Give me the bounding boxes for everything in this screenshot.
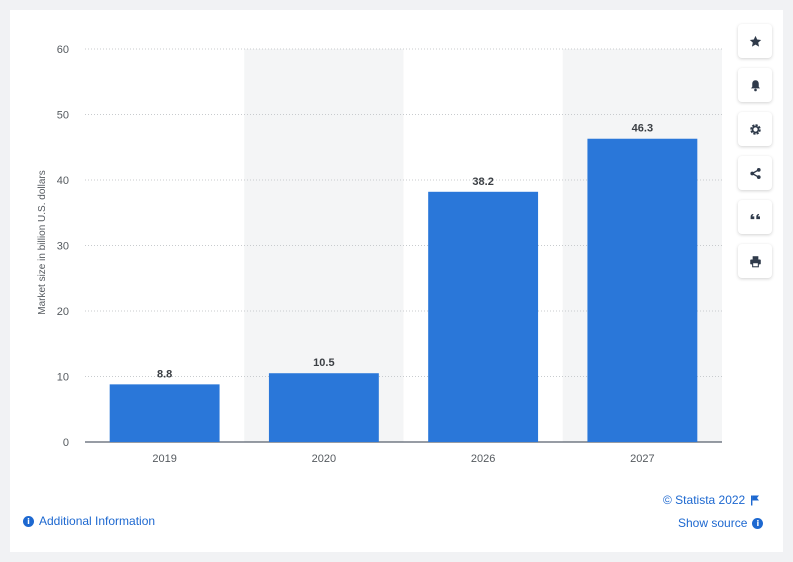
y-tick-label: 30 (57, 241, 69, 253)
settings-button[interactable] (738, 112, 772, 146)
copyright-notice[interactable]: © Statista 2022 (663, 493, 760, 507)
info-icon: i (752, 517, 764, 529)
printer-icon (749, 255, 761, 267)
y-tick-label: 60 (57, 44, 69, 56)
chart-card: 0 10 20 30 40 50 60 Market size in billion U.S.… (10, 10, 783, 552)
bar-chart: 0 10 20 30 40 50 60 Market size in billion U.S.… (37, 44, 722, 465)
y-tick-label: 0 (63, 437, 69, 449)
bar (109, 384, 220, 442)
print-button[interactable] (738, 244, 772, 278)
y-tick-label: 40 (57, 175, 69, 187)
bar (428, 191, 539, 442)
show-source-link[interactable]: Show source i (678, 516, 764, 530)
cite-button[interactable] (738, 200, 772, 234)
quote-icon (750, 213, 760, 219)
info-icon: i (23, 515, 34, 527)
additional-information-label: Additional Information (39, 514, 156, 528)
gear-icon (749, 123, 761, 135)
share-button[interactable] (738, 156, 772, 190)
bar-value-label: 38.2 (472, 176, 493, 188)
bar-value-label: 46.3 (632, 123, 653, 135)
bar (268, 373, 379, 442)
additional-information-link[interactable]: i Additional Information (23, 514, 155, 528)
show-source-label: Show source (678, 516, 748, 530)
x-tick-label: 2027 (630, 453, 654, 465)
y-axis-label: Market size in billion U.S. dollars (37, 170, 48, 315)
share-icon (749, 167, 761, 179)
y-tick-label: 20 (57, 306, 69, 318)
copyright-text: © Statista 2022 (663, 493, 746, 507)
y-tick-label: 10 (57, 372, 69, 384)
bar-value-label: 10.5 (313, 357, 334, 369)
bar (587, 138, 698, 443)
x-tick-label: 2019 (152, 453, 176, 465)
bell-icon (750, 79, 760, 91)
star-icon (749, 35, 761, 47)
x-tick-label: 2020 (312, 453, 336, 465)
notification-button[interactable] (738, 68, 772, 102)
flag-icon (751, 495, 760, 505)
y-tick-label: 50 (57, 110, 69, 122)
bar-value-label: 8.8 (157, 368, 172, 380)
x-tick-label: 2026 (471, 453, 495, 465)
favorite-button[interactable] (738, 24, 772, 58)
